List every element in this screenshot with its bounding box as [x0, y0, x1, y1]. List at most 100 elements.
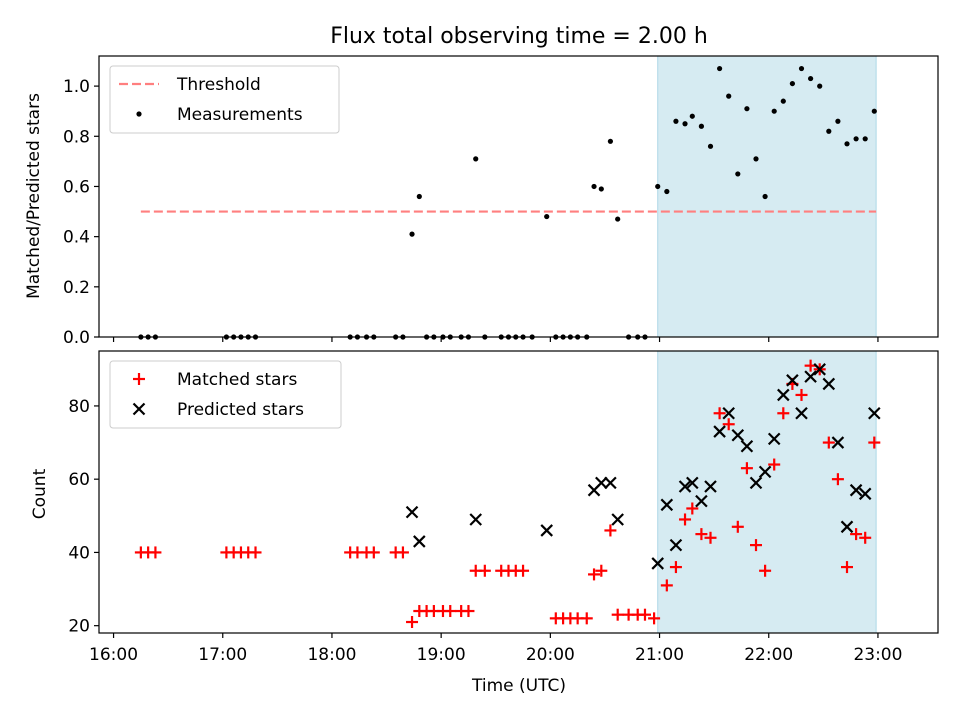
measurement-point — [762, 193, 768, 200]
predicted-stars-marker — [540, 524, 553, 537]
bottom-y-tick-label: 60 — [68, 470, 90, 490]
matched-stars-marker — [406, 616, 419, 629]
matched-stars-marker — [731, 520, 744, 533]
measurement-point — [735, 171, 741, 177]
predicted-stars-marker — [858, 487, 872, 501]
matched-stars-marker — [660, 579, 673, 592]
matched-stars-marker — [462, 605, 475, 618]
measurement-point — [726, 93, 732, 99]
top-y-tick-label: 0.4 — [63, 228, 90, 248]
bottom-shaded-region — [657, 350, 877, 634]
measurement-point — [544, 213, 550, 220]
legend-label: Threshold — [176, 75, 261, 95]
x-axis-label: Time (UTC) — [471, 676, 566, 696]
matched-stars-marker — [611, 608, 624, 621]
bottom-legend-entry: Predicted stars — [132, 400, 304, 420]
matched-stars-marker — [249, 546, 262, 559]
measurement-point — [615, 216, 621, 222]
bottom-y-axis-label: Count — [30, 468, 50, 519]
x-tick-label: 20:00 — [526, 645, 575, 665]
matched-stars-marker — [679, 513, 692, 526]
bottom-y-tick-label: 40 — [68, 543, 90, 563]
matched-stars-marker — [841, 561, 854, 574]
matched-stars-marker — [859, 531, 872, 544]
measurement-point — [591, 183, 597, 190]
matched-stars-marker — [759, 564, 772, 577]
measurement-point — [771, 108, 777, 114]
measurement-point — [744, 106, 750, 112]
predicted-stars-marker — [758, 465, 772, 479]
bottom-legend — [109, 360, 342, 429]
measurement-point — [409, 231, 415, 237]
matched-stars-marker — [367, 546, 380, 559]
matched-stars-marker — [638, 608, 651, 621]
matched-stars-marker — [580, 612, 593, 625]
predicted-stars-marker — [731, 428, 745, 442]
matched-stars-marker — [517, 564, 530, 577]
measurement-point — [655, 183, 661, 190]
bottom-legend-entry: Matched stars — [133, 370, 297, 390]
measurement-point — [817, 83, 823, 89]
measurement-point — [862, 136, 868, 142]
x-tick-label: 22:00 — [744, 645, 793, 665]
top-legend — [109, 65, 340, 134]
measurement-point — [598, 186, 604, 192]
matched-stars-marker — [478, 564, 491, 577]
predicted-stars-marker — [795, 406, 808, 420]
measurement-point — [673, 118, 679, 124]
measurement-point — [780, 98, 786, 104]
measurement-point — [689, 113, 695, 119]
x-tick-label: 17:00 — [198, 645, 247, 665]
measurement-point — [707, 143, 714, 149]
matched-stars-marker — [831, 473, 844, 486]
matched-stars-marker — [795, 388, 808, 401]
predicted-stars-marker — [669, 538, 683, 552]
measurement-point — [871, 108, 877, 114]
x-tick-label: 18:00 — [307, 645, 356, 665]
predicted-stars-marker — [695, 494, 708, 508]
matched-stars-marker — [850, 528, 863, 541]
predicted-stars-marker — [740, 439, 754, 453]
matched-stars-marker — [750, 539, 763, 552]
top-y-tick-label: 0.8 — [63, 127, 90, 147]
matched-stars-marker — [777, 407, 790, 420]
top-legend-entry: Threshold — [119, 75, 261, 95]
measurement-point — [698, 123, 705, 129]
predicted-stars-marker — [405, 505, 419, 519]
predicted-stars-marker — [611, 513, 624, 526]
matched-stars-marker — [868, 436, 881, 449]
predicted-stars-marker — [804, 370, 817, 383]
predicted-stars-marker — [767, 432, 781, 446]
predicted-stars-marker — [713, 425, 726, 438]
predicted-stars-marker — [831, 436, 845, 449]
x-tick-label: 16:00 — [89, 645, 138, 665]
measurement-point — [826, 128, 832, 134]
measurement-point — [607, 138, 614, 144]
bottom-y-tick-label: 80 — [68, 397, 90, 417]
legend-label: Matched stars — [177, 370, 297, 390]
legend-matched-swatch — [133, 373, 145, 385]
matched-stars-marker — [669, 561, 682, 574]
predicted-stars-marker — [786, 374, 799, 387]
x-tick-label: 19:00 — [417, 645, 466, 665]
top-axes-frame — [98, 55, 939, 338]
matched-stars-marker — [686, 502, 699, 515]
measurement-point — [789, 80, 796, 87]
bottom-panel: 16:00 17:00 18:00 19:00 20:00 21:00 22:00 23:00… — [68, 350, 939, 665]
matched-stars-marker — [396, 546, 409, 559]
top-y-axis-label: Matched/Predicted stars — [24, 93, 44, 299]
measurement-point — [682, 121, 688, 127]
bottom-axes-frame — [98, 350, 939, 634]
matched-stars-marker — [604, 524, 617, 537]
matched-stars-marker — [768, 458, 781, 471]
predicted-stars-marker — [849, 483, 863, 497]
matched-stars-marker — [695, 528, 708, 541]
predicted-stars-marker — [469, 513, 483, 526]
top-y-tick-label: 1.0 — [63, 77, 90, 97]
predicted-stars-marker — [604, 476, 617, 490]
legend-label: Predicted stars — [177, 400, 304, 420]
matched-stars-marker — [822, 436, 835, 449]
matched-stars-marker — [722, 418, 735, 431]
predicted-stars-marker — [660, 498, 674, 512]
